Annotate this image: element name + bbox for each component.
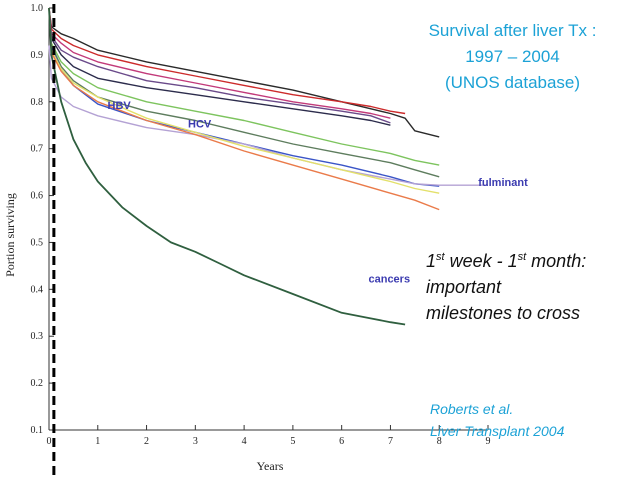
y-tick-label: 0.8	[31, 97, 44, 108]
milestone-text-b: week - 1	[444, 251, 518, 271]
series-orange	[48, 7, 440, 211]
y-tick-label: 0.9	[31, 50, 44, 61]
series-cancers	[48, 7, 406, 326]
series-red	[48, 7, 406, 115]
x-axis-title: Years	[257, 459, 284, 473]
citation: Roberts et al. Liver Transplant 2004	[430, 398, 564, 442]
y-axis-title: Portion surviving	[3, 193, 17, 277]
y-tick-label: 0.7	[31, 144, 44, 155]
title-line-3: (UNOS database)	[444, 73, 581, 92]
milestone-text-c: month:	[526, 251, 587, 271]
chart-group-labels: HBV HCV fulminant cancers	[108, 100, 529, 285]
y-tick-label: 1.0	[31, 3, 44, 14]
group-label-HCV: HCV	[188, 119, 212, 131]
series-dark-black	[48, 7, 440, 138]
milestone-line-1: 1st week - 1st month:	[426, 244, 638, 274]
y-tick-label: 0.2	[31, 378, 44, 389]
milestone-line-2: important	[426, 277, 502, 297]
chart-series-group	[48, 7, 488, 326]
x-tick-label: 3	[193, 436, 198, 447]
x-tick-label: 7	[388, 436, 393, 447]
x-tick-label: 0	[47, 436, 52, 447]
title-line-2: 1997 – 2004	[465, 47, 560, 66]
series-green	[48, 7, 440, 166]
group-label-fulminant: fulminant	[478, 177, 528, 189]
series-dark-navy	[48, 7, 391, 126]
x-tick-label: 2	[144, 436, 149, 447]
x-tick-label: 6	[339, 436, 344, 447]
milestone-sup-a: st	[436, 251, 445, 263]
group-label-cancers: cancers	[368, 273, 410, 285]
milestone-text-a: 1	[426, 251, 437, 271]
y-tick-label: 0.3	[31, 331, 44, 342]
series-purple	[48, 7, 391, 124]
y-tick-label: 0.4	[31, 284, 44, 295]
y-tick-label: 0.5	[31, 237, 44, 248]
series-magenta	[48, 7, 391, 119]
series-yellow	[48, 7, 440, 194]
group-label-HBV: HBV	[108, 100, 132, 112]
x-tick-label: 4	[242, 436, 247, 447]
chart-axes: 0.1 0.2 0.3 0.4 0.5 0.6 0.7 0.8 0.9 1.0 0 1 2 3 4 5 6 7 8 9	[31, 3, 491, 447]
milestone-annotation: 1st week - 1st month: important mileston…	[426, 244, 638, 326]
citation-line-2: Liver Transplant 2004	[430, 423, 565, 439]
x-tick-label: 8	[437, 436, 442, 447]
citation-line-1: Roberts et al.	[430, 401, 514, 417]
y-tick-label: 0.6	[31, 191, 44, 202]
milestone-line-3: milestones to cross	[426, 303, 581, 323]
milestone-sup-b: st	[517, 251, 527, 263]
x-tick-label: 5	[290, 436, 295, 447]
y-tick-label: 0.1	[31, 425, 44, 436]
chart-title: Survival after liver Tx : 1997 – 2004 (U…	[380, 18, 638, 96]
series-gray-green	[48, 7, 440, 178]
x-tick-label: 1	[95, 436, 100, 447]
title-line-1: Survival after liver Tx :	[428, 21, 597, 40]
x-tick-label: 9	[486, 436, 491, 447]
